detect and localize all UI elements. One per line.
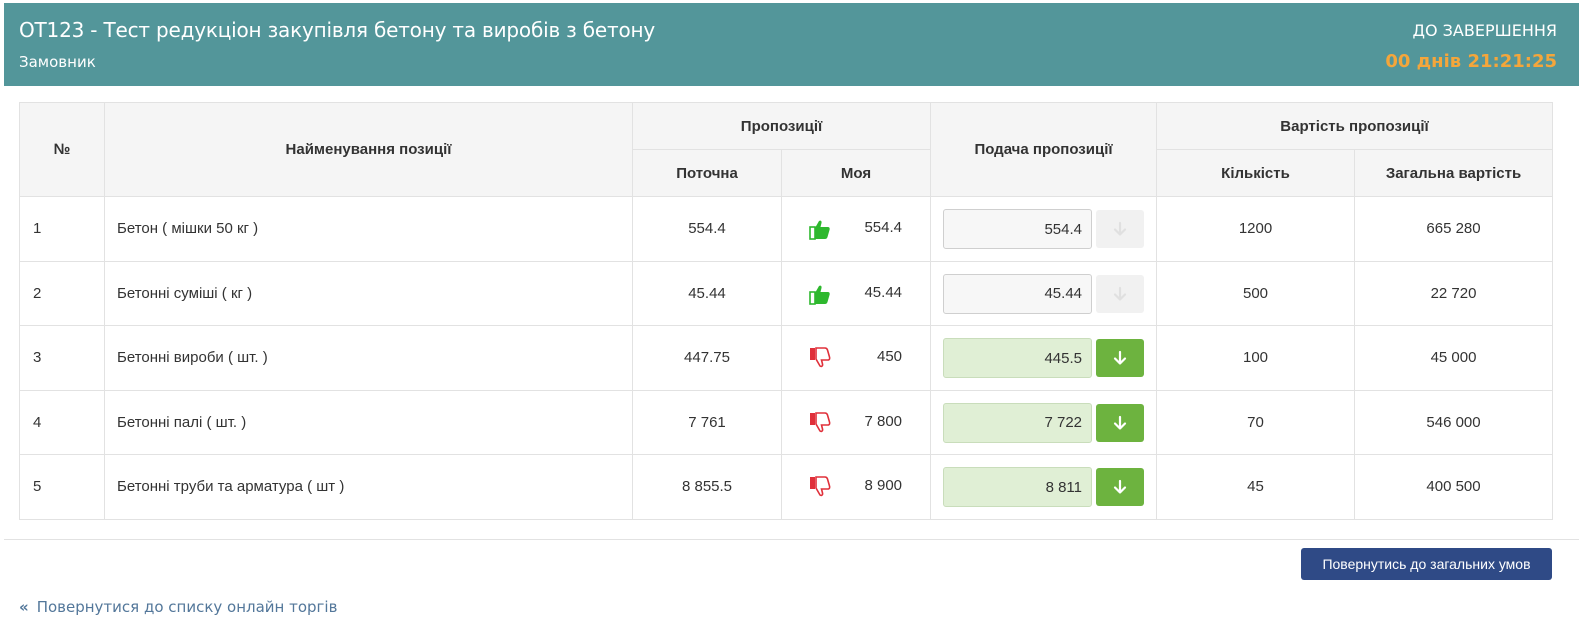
table-row: 5 Бетонні труби та арматура ( шт ) 8 855.5… xyxy=(19,454,1554,520)
row-item-name: Бетон ( мішки 50 кг ) xyxy=(104,196,633,262)
header-total: Загальна вартість xyxy=(1354,149,1554,197)
my-offer-value: 450 xyxy=(876,348,903,365)
row-my-offer: 450 xyxy=(780,325,932,391)
arrow-down-icon xyxy=(1112,350,1128,366)
lower-bid-button[interactable] xyxy=(1096,468,1145,506)
return-to-general-terms-button[interactable]: Повернутись до загальних умов xyxy=(1301,548,1552,580)
bid-input[interactable] xyxy=(943,338,1093,378)
my-offer-value: 8 900 xyxy=(864,477,903,494)
row-current-offer: 7 761 xyxy=(632,389,782,455)
row-bid-submit xyxy=(930,196,1158,262)
row-bid-submit xyxy=(930,260,1158,326)
lower-bid-button[interactable] xyxy=(1096,403,1145,442)
row-number: 2 xyxy=(19,260,105,326)
row-my-offer: 554.4 xyxy=(780,196,932,262)
back-link-label: Повернутися до списку онлайн торгів xyxy=(36,598,338,616)
double-chevron-left-icon: « xyxy=(19,598,29,616)
row-quantity: 70 xyxy=(1156,389,1356,455)
row-number: 5 xyxy=(19,454,105,520)
row-total-cost: 45 000 xyxy=(1354,325,1554,391)
header-cost: Вартість пропозиції xyxy=(1156,102,1554,150)
back-to-auctions-link[interactable]: « Повернутися до списку онлайн торгів xyxy=(19,598,337,616)
my-offer-value: 45.44 xyxy=(864,283,903,301)
header-current: Поточна xyxy=(632,149,782,197)
row-current-offer: 447.75 xyxy=(632,325,782,391)
arrow-down-icon xyxy=(1112,415,1128,431)
row-item-name: Бетонні вироби ( шт. ) xyxy=(104,325,633,391)
row-my-offer: 8 900 xyxy=(780,454,932,520)
auction-header: OT123 - Тест редукціон закупівля бетону … xyxy=(4,3,1579,86)
row-quantity: 500 xyxy=(1156,260,1356,326)
arrow-down-icon xyxy=(1112,286,1128,302)
bid-input[interactable] xyxy=(943,209,1093,249)
row-current-offer: 554.4 xyxy=(632,196,782,262)
bid-input[interactable] xyxy=(943,402,1093,443)
row-quantity: 45 xyxy=(1156,454,1356,520)
bid-input[interactable] xyxy=(943,273,1093,314)
row-item-name: Бетонні суміші ( кг ) xyxy=(104,260,633,326)
countdown-label: ДО ЗАВЕРШЕННЯ xyxy=(1412,21,1557,40)
row-number: 1 xyxy=(19,196,105,262)
header-name: Найменування позиції xyxy=(104,102,633,197)
divider xyxy=(4,539,1579,540)
lower-bid-button[interactable] xyxy=(1096,339,1145,377)
lower-bid-button[interactable] xyxy=(1096,210,1145,248)
my-offer-value: 554.4 xyxy=(864,219,903,236)
thumbs-up-icon xyxy=(809,283,831,305)
page-title: OT123 - Тест редукціон закупівля бетону … xyxy=(19,18,656,42)
row-total-cost: 400 500 xyxy=(1354,454,1554,520)
header-mine: Моя xyxy=(780,149,932,197)
page-subtitle: Замовник xyxy=(19,53,96,71)
row-item-name: Бетонні труби та арматура ( шт ) xyxy=(104,454,633,520)
row-current-offer: 45.44 xyxy=(632,260,782,326)
row-bid-submit xyxy=(930,389,1158,455)
lower-bid-button[interactable] xyxy=(1096,274,1145,313)
row-my-offer: 7 800 xyxy=(780,389,932,455)
bid-table: № Найменування позиції Пропозиції Подача… xyxy=(19,102,1554,520)
countdown-timer: 00 днів 21:21:25 xyxy=(1385,51,1557,72)
row-current-offer: 8 855.5 xyxy=(632,454,782,520)
thumbs-up-icon xyxy=(809,218,831,240)
header-submit: Подача пропозиції xyxy=(930,102,1158,197)
bid-input[interactable] xyxy=(943,467,1093,507)
row-quantity: 100 xyxy=(1156,325,1356,391)
row-total-cost: 22 720 xyxy=(1354,260,1554,326)
row-my-offer: 45.44 xyxy=(780,260,932,326)
row-quantity: 1200 xyxy=(1156,196,1356,262)
row-item-name: Бетонні палі ( шт. ) xyxy=(104,389,633,455)
row-total-cost: 665 280 xyxy=(1354,196,1554,262)
row-number: 3 xyxy=(19,325,105,391)
header-quantity: Кількість xyxy=(1156,149,1356,197)
row-bid-submit xyxy=(930,454,1158,520)
thumbs-down-icon xyxy=(809,347,831,369)
thumbs-down-icon xyxy=(809,476,831,498)
row-bid-submit xyxy=(930,325,1158,391)
row-number: 4 xyxy=(19,389,105,455)
arrow-down-icon xyxy=(1112,221,1128,237)
thumbs-down-icon xyxy=(809,411,831,434)
row-total-cost: 546 000 xyxy=(1354,389,1554,455)
header-offers: Пропозиції xyxy=(631,102,932,150)
header-num: № xyxy=(19,102,105,197)
my-offer-value: 7 800 xyxy=(864,412,903,430)
arrow-down-icon xyxy=(1112,479,1128,495)
